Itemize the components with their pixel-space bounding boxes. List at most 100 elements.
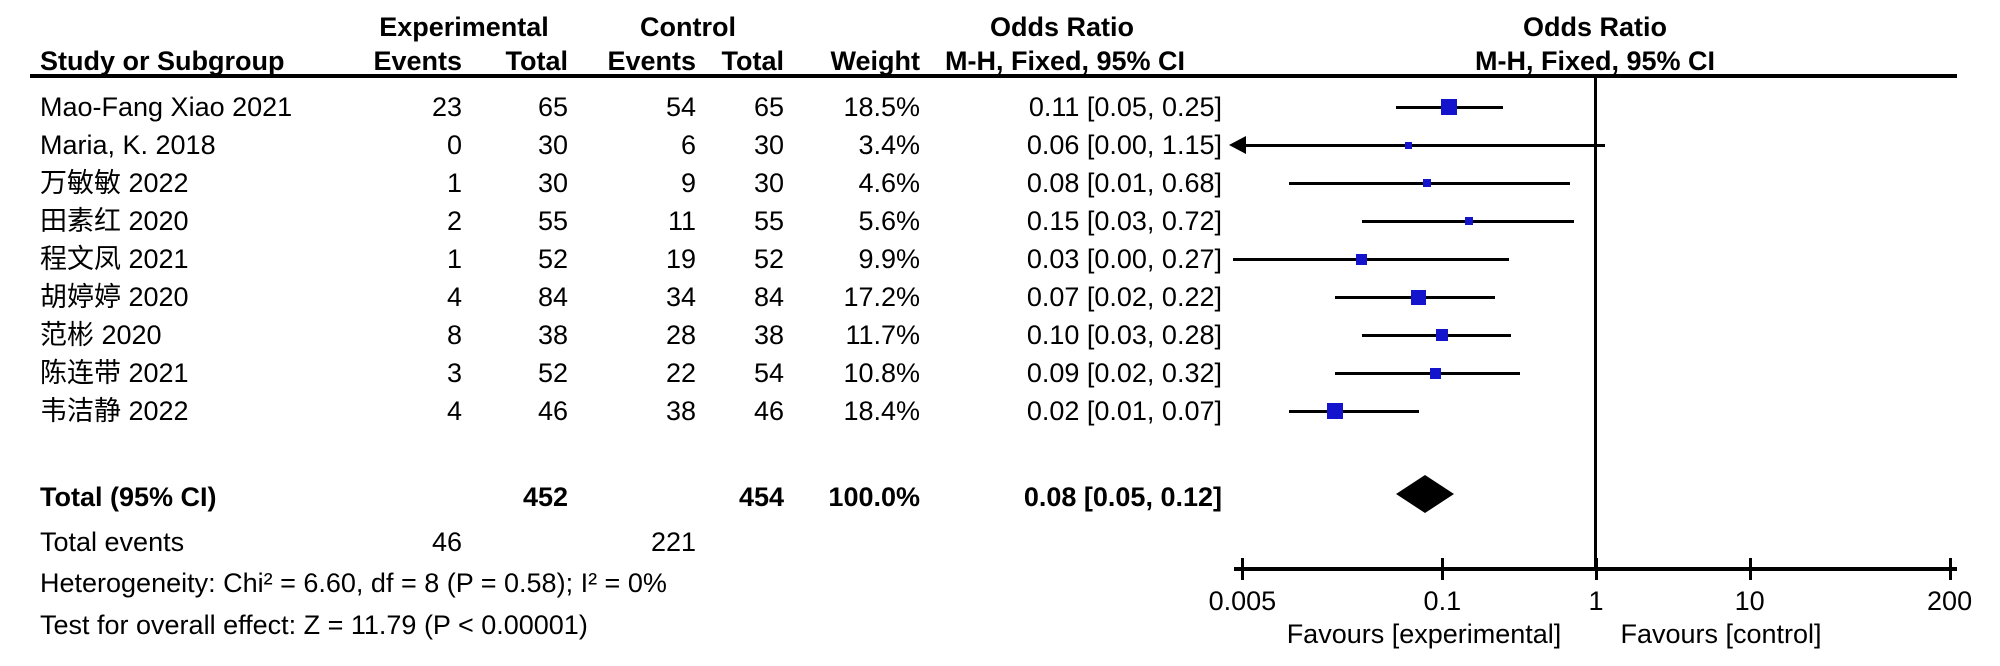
col-header-mh-ci-text: M-H, Fixed, 95% CI bbox=[944, 46, 1186, 76]
axis-tick bbox=[1241, 558, 1245, 580]
axis-tick-label: 10 bbox=[1734, 586, 1765, 616]
col-header-exp-total: Total bbox=[505, 46, 569, 76]
study-name: 程文凤 2021 bbox=[40, 244, 189, 274]
axis-tick-label: 0.005 bbox=[1208, 586, 1277, 616]
ci-text: 0.10 [0.03, 0.28] bbox=[1026, 320, 1222, 350]
ci-line bbox=[1233, 258, 1509, 261]
col-header-ctrl-events: Events bbox=[607, 46, 696, 76]
or-marker bbox=[1465, 217, 1474, 225]
total-ci-text: 0.08 [0.05, 0.12] bbox=[1023, 482, 1222, 512]
control-total: 84 bbox=[753, 282, 784, 312]
control-total: 55 bbox=[753, 206, 784, 236]
ci-line bbox=[1288, 410, 1419, 413]
control-events: 6 bbox=[680, 130, 696, 160]
total-events-label: Total events bbox=[40, 527, 185, 557]
ci-text: 0.15 [0.03, 0.72] bbox=[1026, 206, 1222, 236]
control-events: 9 bbox=[680, 168, 696, 198]
ci-text: 0.06 [0.00, 1.15] bbox=[1026, 130, 1222, 160]
weight-value: 5.6% bbox=[858, 206, 920, 236]
ci-line bbox=[1233, 144, 1606, 147]
weight-value: 3.4% bbox=[858, 130, 920, 160]
ci-line bbox=[1334, 372, 1520, 375]
experimental-total: 30 bbox=[537, 168, 568, 198]
control-total: 30 bbox=[753, 130, 784, 160]
col-header-study: Study or Subgroup bbox=[40, 46, 285, 76]
ci-text: 0.03 [0.00, 0.27] bbox=[1026, 244, 1222, 274]
ci-text: 0.07 [0.02, 0.22] bbox=[1026, 282, 1222, 312]
experimental-events: 0 bbox=[446, 130, 462, 160]
experimental-events: 1 bbox=[446, 168, 462, 198]
total-diamond bbox=[1396, 475, 1455, 513]
total-weight: 100.0% bbox=[828, 482, 920, 512]
control-total: 65 bbox=[753, 92, 784, 122]
overall-effect-stats: Test for overall effect: Z = 11.79 (P < … bbox=[40, 610, 588, 640]
ci-arrow-left-icon bbox=[1229, 136, 1246, 154]
col-header-weight: Weight bbox=[830, 46, 921, 76]
ci-text: 0.02 [0.01, 0.07] bbox=[1026, 396, 1222, 426]
experimental-total: 52 bbox=[537, 244, 568, 274]
experimental-total: 52 bbox=[537, 358, 568, 388]
weight-value: 11.7% bbox=[845, 320, 920, 350]
experimental-events: 8 bbox=[446, 320, 462, 350]
experimental-total: 55 bbox=[537, 206, 568, 236]
weight-value: 9.9% bbox=[858, 244, 920, 274]
study-name: Maria, K. 2018 bbox=[40, 130, 216, 160]
or-marker bbox=[1326, 403, 1343, 419]
total-control-total: 454 bbox=[738, 482, 784, 512]
or-marker bbox=[1436, 329, 1449, 341]
total-events-experimental: 46 bbox=[431, 527, 462, 557]
group-header-control: Control bbox=[640, 12, 736, 42]
control-events: 38 bbox=[665, 396, 696, 426]
experimental-total: 65 bbox=[537, 92, 568, 122]
experimental-events: 3 bbox=[446, 358, 462, 388]
or-marker bbox=[1404, 141, 1412, 149]
total-row-label: Total (95% CI) bbox=[40, 482, 217, 512]
experimental-total: 46 bbox=[537, 396, 568, 426]
heterogeneity-stats: Heterogeneity: Chi² = 6.60, df = 8 (P = … bbox=[40, 568, 667, 598]
study-name: 胡婷婷 2020 bbox=[40, 282, 189, 312]
or-marker bbox=[1356, 253, 1368, 265]
axis-tick bbox=[1441, 558, 1445, 580]
null-effect-line bbox=[1594, 78, 1597, 569]
group-header-odds-ratio-plot: Odds Ratio bbox=[1522, 12, 1668, 42]
control-total: 52 bbox=[753, 244, 784, 274]
experimental-events: 4 bbox=[446, 396, 462, 426]
study-name: 田素红 2020 bbox=[40, 206, 189, 236]
control-events: 19 bbox=[665, 244, 696, 274]
total-experimental-total: 452 bbox=[522, 482, 568, 512]
control-events: 11 bbox=[667, 206, 696, 236]
or-marker bbox=[1423, 179, 1432, 187]
or-marker bbox=[1440, 99, 1457, 115]
axis-tick bbox=[1748, 558, 1752, 580]
control-events: 34 bbox=[665, 282, 696, 312]
control-total: 38 bbox=[753, 320, 784, 350]
weight-value: 17.2% bbox=[843, 282, 920, 312]
or-marker bbox=[1429, 367, 1441, 379]
favours-control-label: Favours [control] bbox=[1620, 619, 1822, 649]
experimental-events: 1 bbox=[446, 244, 462, 274]
control-total: 54 bbox=[753, 358, 784, 388]
ci-text: 0.08 [0.01, 0.68] bbox=[1026, 168, 1222, 198]
total-events-control: 221 bbox=[650, 527, 696, 557]
experimental-events: 23 bbox=[431, 92, 462, 122]
control-total: 30 bbox=[753, 168, 784, 198]
weight-value: 4.6% bbox=[858, 168, 920, 198]
control-events: 28 bbox=[665, 320, 696, 350]
weight-value: 10.8% bbox=[843, 358, 920, 388]
study-name: 范彬 2020 bbox=[40, 320, 162, 350]
control-events: 22 bbox=[665, 358, 696, 388]
col-header-mh-ci-plot: M-H, Fixed, 95% CI bbox=[1474, 46, 1716, 76]
weight-value: 18.5% bbox=[843, 92, 920, 122]
ci-text: 0.11 [0.05, 0.25] bbox=[1028, 92, 1222, 122]
study-name: 万敏敏 2022 bbox=[40, 168, 189, 198]
experimental-events: 4 bbox=[446, 282, 462, 312]
favours-experimental-label: Favours [experimental] bbox=[1286, 619, 1562, 649]
col-header-exp-events: Events bbox=[373, 46, 462, 76]
control-total: 46 bbox=[753, 396, 784, 426]
ci-text: 0.09 [0.02, 0.32] bbox=[1026, 358, 1222, 388]
or-marker bbox=[1411, 289, 1427, 305]
control-events: 54 bbox=[665, 92, 696, 122]
axis-tick-label: 0.1 bbox=[1423, 586, 1462, 616]
experimental-total: 84 bbox=[537, 282, 568, 312]
